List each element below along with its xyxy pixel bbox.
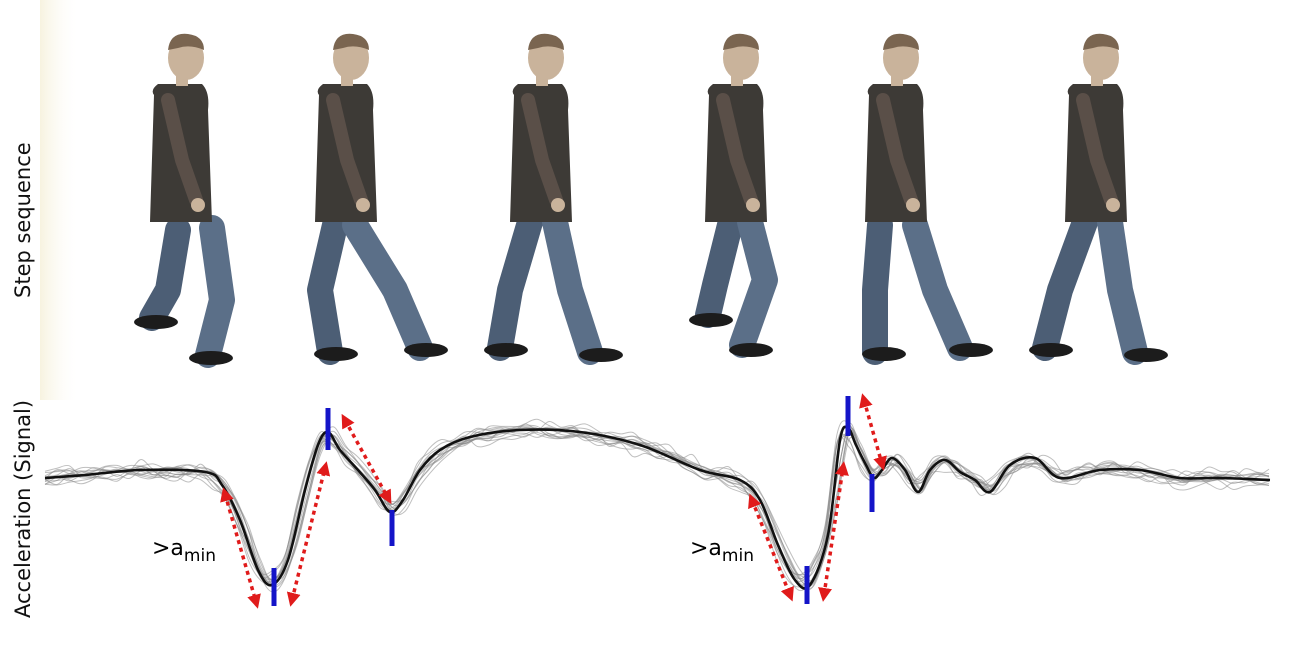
figure-leg — [542, 209, 603, 365]
figure-leg — [1032, 209, 1098, 361]
step-sequence-label: Step sequence — [11, 142, 35, 298]
figure-hair — [528, 33, 564, 50]
figure-shoe — [314, 347, 358, 361]
amplitude-arrow — [818, 461, 849, 602]
figure-hair — [1083, 33, 1119, 50]
walking-figure — [484, 33, 623, 365]
acceleration-signal-label: Acceleration (Signal) — [11, 399, 35, 618]
amplitude-arrow — [341, 413, 392, 505]
walking-figure — [1029, 33, 1168, 365]
figure-leg — [307, 212, 348, 365]
threshold-subscript: min — [183, 546, 216, 566]
figure-shoe — [134, 315, 178, 329]
figure-hand — [356, 198, 370, 212]
figure-leg — [902, 212, 973, 361]
amplitude-arrow — [220, 487, 261, 609]
figure-shoe — [729, 343, 773, 357]
threshold-label-2: >amin — [690, 536, 754, 566]
threshold-subscript: min — [721, 546, 754, 566]
figure-arm — [876, 93, 918, 207]
figure-leg — [729, 209, 778, 358]
figure-arm — [521, 93, 563, 207]
acceleration-signal-plot — [44, 393, 1271, 609]
figure-shoe — [404, 343, 448, 357]
figure-hand — [1106, 198, 1120, 212]
figure-shoe — [949, 343, 993, 357]
figure-leg — [342, 212, 433, 361]
amplitude-arrow — [748, 493, 794, 602]
amplitude-arrow — [859, 393, 887, 471]
threshold-prefix: >a — [690, 536, 722, 561]
figure-arm — [716, 93, 758, 207]
figure-hand — [191, 198, 205, 212]
figure-leg — [862, 212, 893, 365]
threshold-label-1: >amin — [152, 536, 216, 566]
figure-hand — [906, 198, 920, 212]
amplitude-arrow — [286, 461, 331, 607]
figure-leg — [1097, 209, 1148, 365]
figure-arm — [1076, 93, 1118, 207]
figure-hand — [746, 198, 760, 212]
step-sequence-figures — [134, 33, 1168, 368]
background-tint — [40, 0, 80, 400]
figure-leg — [487, 209, 543, 361]
figure-arm — [161, 93, 203, 207]
signal-mean-trace — [44, 425, 1271, 590]
walking-figure — [307, 33, 448, 365]
walking-figure — [134, 33, 235, 368]
figure-shoe — [484, 343, 528, 357]
figure-leg — [195, 215, 235, 368]
figure-hair — [883, 33, 919, 50]
figure-shoe — [579, 348, 623, 362]
threshold-prefix: >a — [152, 536, 184, 561]
figure-shoe — [862, 347, 906, 361]
walking-figure — [689, 33, 778, 358]
figure-shoe — [1029, 343, 1073, 357]
figure-leg — [695, 212, 743, 328]
walking-figure — [862, 33, 993, 365]
figure-hand — [551, 198, 565, 212]
figure-shoe — [689, 313, 733, 327]
figure-hair — [168, 33, 204, 50]
figure-hair — [333, 33, 369, 50]
figure-shoe — [189, 351, 233, 365]
figure-leg — [139, 217, 191, 331]
figure-arm — [326, 93, 368, 207]
figure-shoe — [1124, 348, 1168, 362]
figure-hair — [723, 33, 759, 50]
